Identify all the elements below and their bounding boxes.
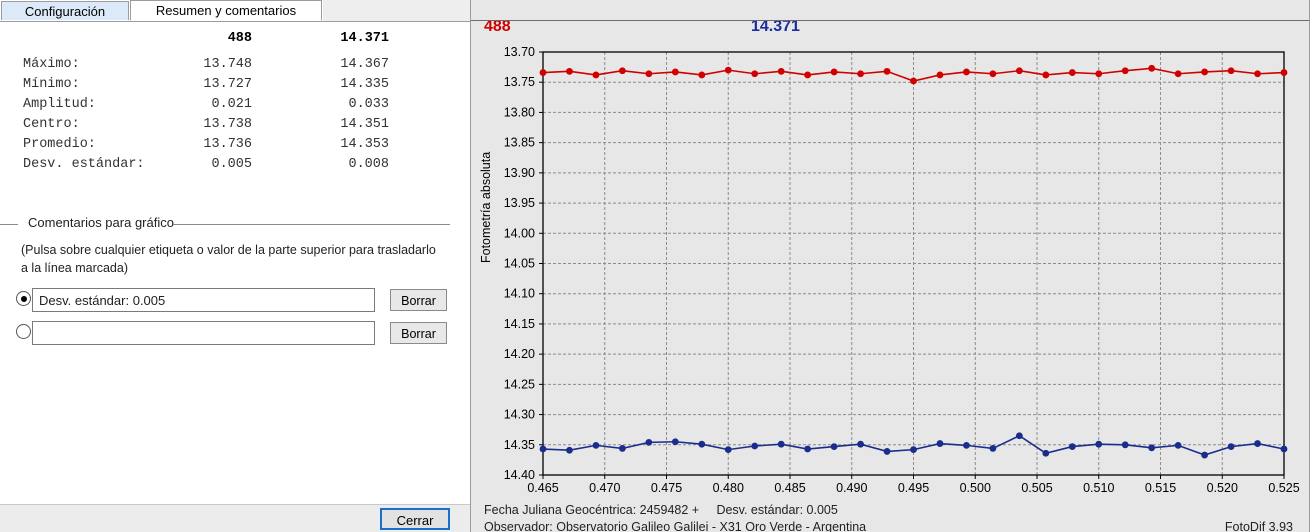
- svg-text:14.10: 14.10: [504, 287, 535, 301]
- svg-text:14.25: 14.25: [504, 377, 535, 391]
- svg-text:0.525: 0.525: [1268, 481, 1299, 495]
- svg-text:13.95: 13.95: [504, 196, 535, 210]
- svg-text:14.35: 14.35: [504, 438, 535, 452]
- svg-text:0.510: 0.510: [1083, 481, 1114, 495]
- svg-text:13.75: 13.75: [504, 75, 535, 89]
- svg-text:14.00: 14.00: [504, 226, 535, 240]
- svg-text:13.80: 13.80: [504, 105, 535, 119]
- svg-text:14.30: 14.30: [504, 408, 535, 422]
- svg-text:13.70: 13.70: [504, 45, 535, 59]
- svg-text:0.465: 0.465: [527, 481, 558, 495]
- svg-text:0.490: 0.490: [836, 481, 867, 495]
- svg-text:14.20: 14.20: [504, 347, 535, 361]
- svg-text:0.515: 0.515: [1145, 481, 1176, 495]
- svg-text:0.520: 0.520: [1207, 481, 1238, 495]
- svg-text:0.470: 0.470: [589, 481, 620, 495]
- svg-text:0.475: 0.475: [651, 481, 682, 495]
- svg-text:14.40: 14.40: [504, 468, 535, 482]
- svg-text:0.505: 0.505: [1021, 481, 1052, 495]
- svg-text:0.485: 0.485: [774, 481, 805, 495]
- svg-text:14.05: 14.05: [504, 257, 535, 271]
- svg-text:13.85: 13.85: [504, 136, 535, 150]
- svg-text:0.500: 0.500: [960, 481, 991, 495]
- svg-text:0.495: 0.495: [898, 481, 929, 495]
- svg-text:13.90: 13.90: [504, 166, 535, 180]
- svg-text:14.15: 14.15: [504, 317, 535, 331]
- svg-text:0.480: 0.480: [713, 481, 744, 495]
